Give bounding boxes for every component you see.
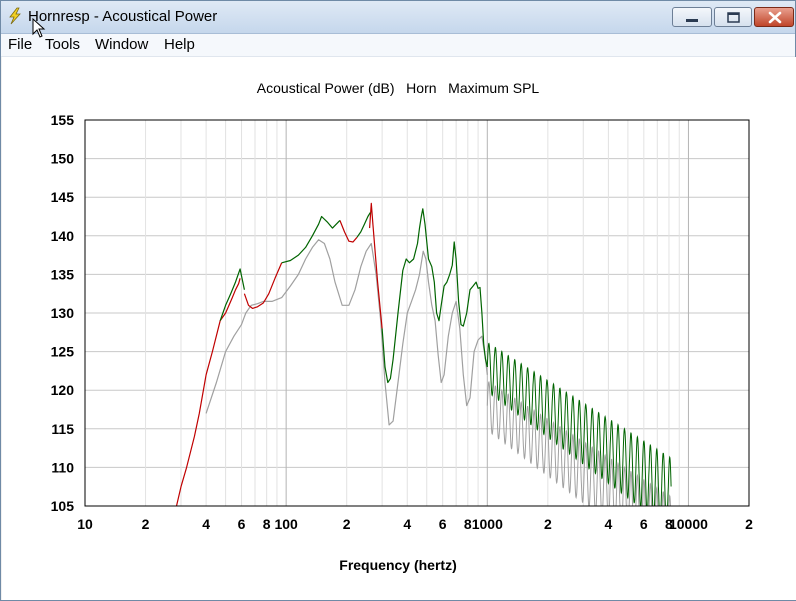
series-line	[175, 278, 241, 507]
maximize-button[interactable]	[714, 7, 752, 27]
mouse-cursor-icon	[32, 18, 46, 38]
x-tick-label: 2	[745, 516, 753, 532]
x-tick-label: 6	[640, 516, 648, 532]
x-tick-label: 2	[544, 516, 552, 532]
x-tick-label: 8	[464, 516, 472, 532]
series-line	[281, 215, 341, 264]
series-line	[369, 202, 383, 329]
chart-series	[175, 202, 672, 507]
x-tick-label: 100	[274, 516, 298, 532]
series-line	[339, 220, 358, 243]
menu-help[interactable]: Help	[164, 36, 195, 53]
x-tick-label: 4	[403, 516, 411, 532]
menu-tools[interactable]: Tools	[45, 36, 81, 53]
chart-area	[2, 57, 796, 600]
x-tick-label: 2	[343, 516, 351, 532]
chart-title: Acoustical Power (dB) Horn Maximum SPL	[256, 80, 540, 96]
y-tick-label: 140	[51, 228, 75, 244]
menu-bar: File Tools Window Help	[1, 34, 795, 57]
x-tick-label: 8	[665, 516, 673, 532]
maximize-icon	[727, 12, 740, 23]
y-tick-label: 120	[51, 382, 75, 398]
x-tick-label: 4	[605, 516, 613, 532]
close-button[interactable]	[754, 7, 794, 27]
x-axis-label: Frequency (hertz)	[339, 557, 457, 573]
plot-frame	[84, 119, 750, 507]
x-tick-label: 4	[202, 516, 210, 532]
minimize-button[interactable]	[672, 7, 712, 27]
series-line	[381, 208, 488, 384]
x-tick-label: 1000	[472, 516, 503, 532]
y-tick-label: 115	[51, 421, 74, 437]
series-line	[219, 268, 245, 321]
y-tick-label: 135	[51, 266, 75, 282]
series-line	[243, 262, 283, 309]
menu-file[interactable]: File	[8, 36, 33, 53]
x-tick-label: 8	[263, 516, 271, 532]
window-title: Hornresp - Acoustical Power	[28, 8, 218, 25]
series-line	[205, 239, 488, 426]
title-bar[interactable]: Hornresp - Acoustical Power	[1, 1, 795, 34]
y-tick-label: 150	[51, 151, 75, 167]
x-tick-label: 10000	[669, 516, 708, 532]
y-tick-label: 110	[51, 459, 74, 475]
y-tick-label: 130	[51, 305, 75, 321]
chart-grid	[84, 119, 750, 507]
y-tick-label: 145	[51, 189, 75, 205]
y-tick-label: 125	[51, 344, 75, 360]
menu-window[interactable]: Window	[95, 36, 149, 53]
y-tick-label: 155	[51, 112, 75, 128]
close-icon	[768, 11, 782, 24]
y-axis-ticks: 155 150 145 140 135 130 125 120 115 110 105	[51, 112, 75, 514]
x-tick-label: 6	[238, 516, 246, 532]
y-tick-label: 105	[51, 498, 75, 514]
x-tick-label: 6	[439, 516, 447, 532]
lightning-icon	[9, 7, 21, 25]
x-tick-label: 10	[77, 516, 93, 532]
series-line	[356, 212, 371, 238]
x-tick-label: 2	[142, 516, 150, 532]
minimize-icon	[686, 19, 698, 22]
